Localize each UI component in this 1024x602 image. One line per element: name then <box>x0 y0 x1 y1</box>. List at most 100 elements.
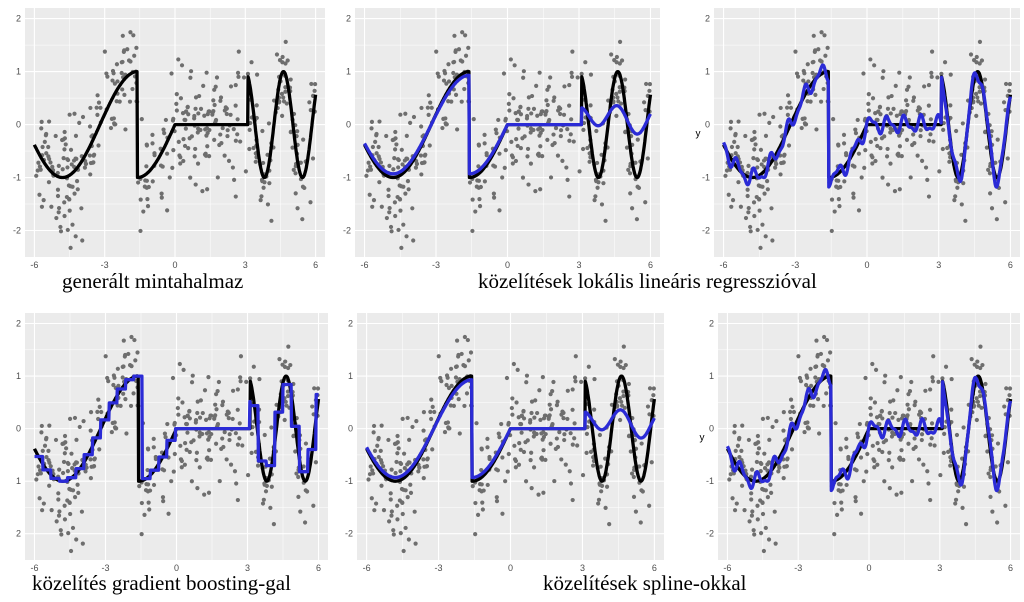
data-point <box>68 147 74 152</box>
data-point <box>911 95 917 100</box>
y-tick-label: -1 <box>13 173 21 183</box>
data-point <box>755 165 760 170</box>
data-point <box>144 482 149 487</box>
data-point <box>49 508 54 513</box>
data-point <box>283 39 288 44</box>
data-point <box>193 146 198 152</box>
data-point <box>568 431 573 436</box>
data-point <box>868 405 873 411</box>
data-point <box>193 418 199 423</box>
data-point <box>201 83 206 89</box>
data-point <box>872 63 877 68</box>
data-point <box>395 440 400 445</box>
data-point <box>300 184 306 189</box>
data-point <box>282 364 287 369</box>
data-point <box>588 72 594 77</box>
data-point <box>787 100 792 105</box>
data-point <box>1005 156 1010 161</box>
data-point <box>37 164 43 169</box>
data-point <box>187 408 192 414</box>
data-point <box>150 141 155 146</box>
data-point <box>581 127 586 132</box>
data-point <box>48 160 53 165</box>
data-point <box>457 431 462 436</box>
data-point <box>386 193 391 199</box>
data-point <box>182 143 188 149</box>
data-point <box>629 471 635 476</box>
data-point <box>569 70 574 75</box>
data-point <box>627 171 633 176</box>
data-point <box>400 416 405 421</box>
data-point <box>414 161 420 166</box>
data-point <box>913 444 918 450</box>
data-point <box>888 126 893 131</box>
data-point <box>84 465 89 470</box>
data-point <box>376 144 381 150</box>
data-point <box>885 146 890 152</box>
data-point <box>308 200 313 205</box>
data-point <box>533 398 538 403</box>
data-point <box>808 366 813 371</box>
data-point <box>963 218 968 223</box>
data-point <box>62 129 67 135</box>
data-point <box>470 197 475 202</box>
data-point <box>509 139 514 145</box>
data-point <box>421 475 426 481</box>
data-point <box>804 373 809 378</box>
data-point <box>479 446 484 451</box>
data-point <box>926 481 931 486</box>
data-point <box>196 111 201 116</box>
data-point <box>770 238 775 243</box>
data-point <box>555 444 561 450</box>
data-point <box>177 361 182 367</box>
data-point <box>215 422 221 427</box>
data-point <box>584 431 590 436</box>
data-point <box>371 430 376 435</box>
data-point <box>763 488 768 493</box>
data-point <box>755 433 760 439</box>
data-point <box>277 357 282 362</box>
data-point <box>899 153 904 159</box>
data-point <box>446 385 452 391</box>
data-point <box>730 198 736 203</box>
data-point <box>136 180 141 185</box>
data-point <box>206 375 211 380</box>
data-point <box>788 416 794 422</box>
data-point <box>585 145 590 151</box>
data-point <box>973 91 979 97</box>
data-point <box>468 350 474 355</box>
data-point <box>619 403 625 408</box>
data-point <box>57 467 62 472</box>
data-point <box>427 143 432 148</box>
data-point <box>42 139 47 144</box>
data-point <box>443 116 448 121</box>
data-point <box>296 474 301 480</box>
data-point <box>853 499 858 504</box>
data-point <box>73 133 79 138</box>
data-point <box>511 96 516 101</box>
data-point <box>295 129 300 134</box>
data-point <box>444 81 449 86</box>
data-point <box>548 392 553 397</box>
x-tick-label: 0 <box>864 260 869 270</box>
data-point <box>880 175 885 180</box>
data-point <box>309 81 314 87</box>
data-point <box>313 460 318 465</box>
data-point <box>755 451 760 456</box>
data-point <box>73 234 78 239</box>
data-point <box>70 222 75 227</box>
data-point <box>54 519 59 524</box>
data-point <box>893 83 898 89</box>
data-point <box>863 375 868 381</box>
data-point <box>839 500 844 505</box>
data-point <box>193 106 198 111</box>
data-point <box>560 158 565 163</box>
data-point <box>410 424 415 430</box>
y-tick-label: 0 <box>348 424 353 434</box>
data-point <box>953 501 958 506</box>
x-tick-label: 6 <box>313 260 318 270</box>
data-point <box>274 52 280 57</box>
data-point <box>386 187 391 192</box>
data-point <box>880 449 885 455</box>
